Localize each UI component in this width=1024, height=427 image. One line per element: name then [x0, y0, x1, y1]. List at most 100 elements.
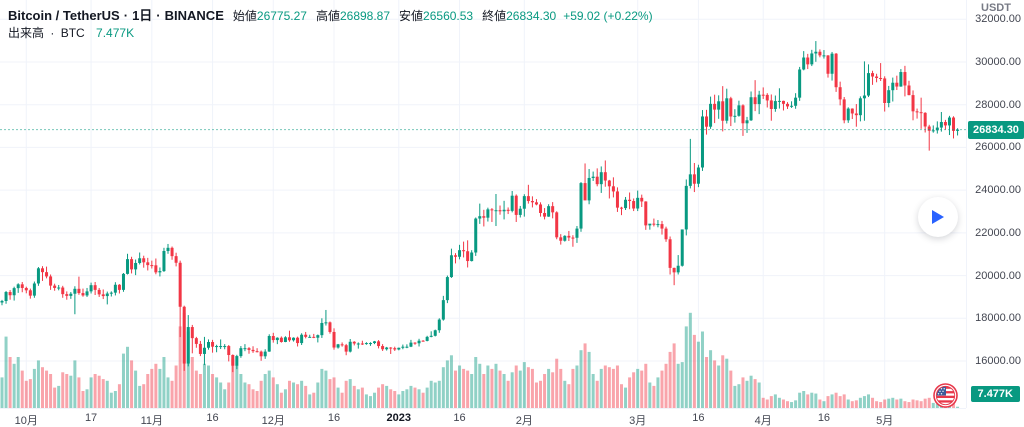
- candle: [474, 217, 478, 256]
- separator-dot: ·: [50, 26, 55, 40]
- volume-bar: [405, 389, 409, 408]
- candle: [409, 339, 413, 348]
- candle: [802, 51, 806, 71]
- time-axis-label: 5月: [876, 415, 894, 427]
- candle: [65, 291, 69, 300]
- volume-bar: [113, 391, 117, 408]
- volume-bar: [632, 372, 636, 408]
- volume-bar: [247, 384, 251, 408]
- volume-bar: [324, 370, 328, 408]
- candle: [486, 207, 490, 222]
- volume-bar: [186, 331, 190, 408]
- volume-bar: [790, 402, 794, 408]
- interval-label[interactable]: 1日: [132, 8, 153, 23]
- volume-bar: [522, 362, 526, 408]
- volume-bar: [575, 365, 579, 408]
- volume-bar: [0, 377, 4, 408]
- volume-bar: [393, 391, 397, 408]
- usa-flag-logo-icon[interactable]: [933, 383, 958, 408]
- volume-bar: [373, 392, 377, 408]
- candle: [798, 66, 802, 101]
- volume-bar: [559, 368, 563, 408]
- candle: [761, 87, 765, 99]
- candle: [158, 267, 162, 277]
- volume-bar: [231, 358, 235, 408]
- volume-bar: [150, 368, 154, 408]
- candle: [271, 332, 275, 343]
- price-axis-label: 18000.00: [975, 312, 1021, 325]
- candle: [49, 274, 53, 290]
- volume-bar: [202, 363, 206, 408]
- candle: [931, 125, 935, 133]
- candle: [765, 93, 769, 108]
- volume-bar: [263, 374, 267, 408]
- candle: [668, 236, 672, 275]
- candle: [0, 299, 4, 306]
- candle: [794, 93, 798, 109]
- time-axis-label: 4月: [754, 415, 772, 427]
- volume-bar: [69, 375, 73, 408]
- candle: [421, 340, 425, 342]
- candle: [109, 291, 113, 297]
- volume-bar: [555, 358, 559, 408]
- candle: [866, 64, 870, 98]
- price-axis[interactable]: USDT 32000.00 30000.00 28000.00 26000.00 240…: [966, 0, 1024, 408]
- ohlc-low: 安値26560.53: [399, 7, 473, 24]
- ohlc-high: 高値26898.87: [316, 7, 390, 24]
- volume-bar: [620, 384, 623, 408]
- volume-bar: [607, 367, 611, 408]
- volume-bar: [543, 374, 547, 408]
- candle: [725, 88, 729, 124]
- volume-bar: [672, 343, 676, 408]
- scroll-to-recent-button[interactable]: [918, 197, 958, 237]
- price-axis-label: 20000.00: [975, 269, 1021, 282]
- volume-bar: [194, 370, 198, 408]
- candle: [433, 329, 437, 337]
- candle: [745, 116, 749, 133]
- volume-bar: [239, 374, 243, 408]
- candle: [425, 335, 429, 342]
- price-axis-label: 30000.00: [975, 56, 1021, 68]
- symbol-title[interactable]: Bitcoin / TetherUS: [8, 8, 120, 23]
- candle: [676, 255, 680, 275]
- volume-bar: [61, 372, 65, 408]
- volume-bar: [45, 370, 49, 408]
- candle: [636, 190, 640, 212]
- volume-bar: [470, 374, 474, 408]
- volume-bar: [644, 363, 648, 408]
- candle: [713, 94, 717, 124]
- volume-bar: [721, 355, 725, 408]
- candle: [174, 252, 178, 267]
- candle: [490, 208, 494, 222]
- candle: [170, 246, 174, 260]
- candle: [130, 256, 134, 274]
- volume-bar: [514, 365, 518, 408]
- volume-bar: [692, 334, 696, 408]
- candle: [846, 107, 850, 123]
- candle: [583, 163, 587, 201]
- candle: [842, 97, 846, 124]
- candle: [939, 111, 943, 132]
- volume-bar: [474, 357, 478, 408]
- candle: [77, 276, 81, 295]
- volume-label[interactable]: 出来高: [8, 26, 45, 40]
- candle: [328, 321, 332, 334]
- time-axis-label: 10月: [14, 415, 38, 427]
- volume-bar: [729, 370, 733, 408]
- time-axis[interactable]: 10月 17 11月 16 12月 16 2023 16 2月 3月 16 4月 16 5月: [0, 408, 966, 427]
- candle: [705, 109, 709, 135]
- volume-bar: [296, 384, 300, 408]
- open-label: 始値: [232, 9, 257, 23]
- candlestick-chart[interactable]: [0, 0, 966, 408]
- candle: [385, 346, 389, 351]
- candle: [684, 179, 688, 236]
- volume-bar: [320, 368, 324, 408]
- candle: [947, 115, 951, 136]
- candle: [247, 347, 251, 354]
- volume-bar: [871, 397, 875, 408]
- candle: [482, 209, 486, 227]
- candle: [607, 179, 611, 199]
- candle: [275, 337, 279, 345]
- time-axis-label: 16: [817, 412, 831, 424]
